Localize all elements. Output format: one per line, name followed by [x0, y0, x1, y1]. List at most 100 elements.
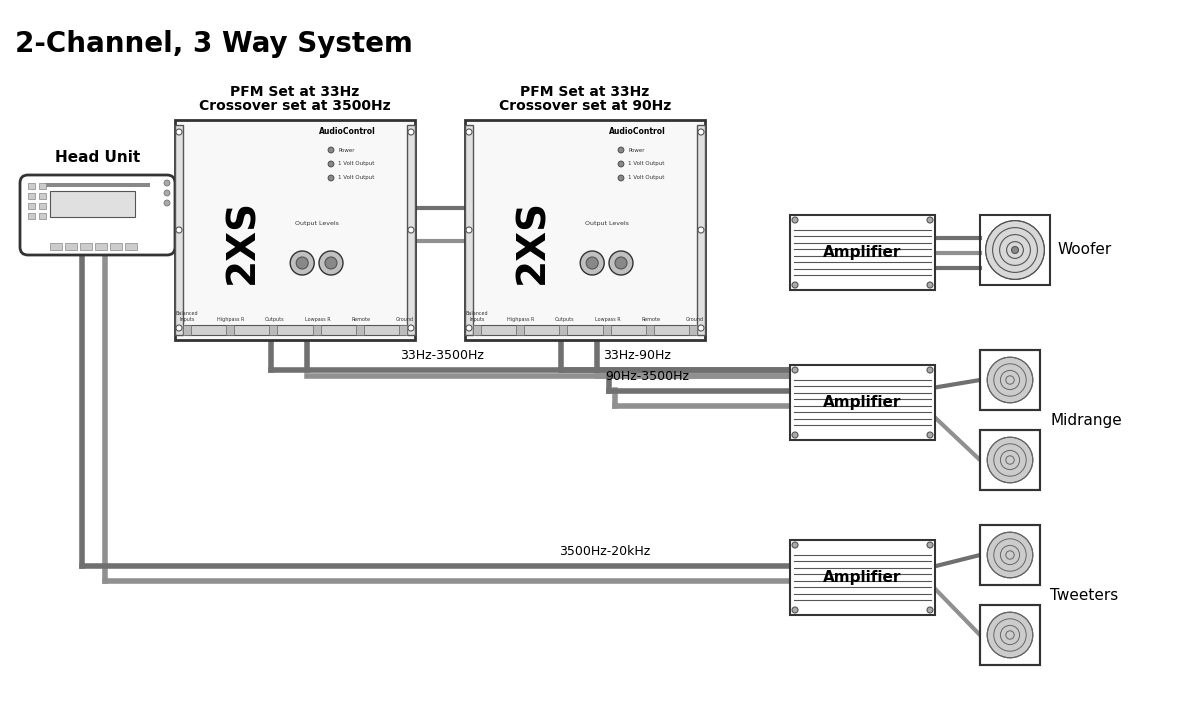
Bar — [602, 325, 611, 335]
Text: Balanced
Inputs: Balanced Inputs — [466, 311, 489, 322]
Text: Crossover set at 3500Hz: Crossover set at 3500Hz — [199, 99, 391, 113]
Circle shape — [987, 532, 1033, 578]
Circle shape — [176, 227, 181, 233]
Circle shape — [699, 325, 704, 331]
Bar — [39, 183, 46, 189]
Circle shape — [792, 217, 798, 223]
Circle shape — [792, 282, 798, 288]
Text: Outputs: Outputs — [554, 317, 574, 322]
Text: 1 Volt Output: 1 Volt Output — [629, 161, 664, 166]
Circle shape — [699, 227, 704, 233]
Text: 1 Volt Output: 1 Volt Output — [338, 161, 375, 166]
Bar — [790, 365, 935, 440]
Circle shape — [466, 129, 472, 135]
Bar — [125, 243, 138, 250]
Circle shape — [699, 129, 704, 135]
Text: Lowpass R: Lowpass R — [305, 317, 331, 322]
Text: Outputs: Outputs — [264, 317, 283, 322]
Circle shape — [466, 227, 472, 233]
Bar — [227, 325, 234, 335]
Text: Output Levels: Output Levels — [585, 221, 629, 226]
Circle shape — [329, 147, 334, 153]
Bar — [980, 525, 1040, 585]
Circle shape — [927, 542, 933, 548]
Text: 33Hz-90Hz: 33Hz-90Hz — [604, 349, 671, 362]
Text: Crossover set at 90Hz: Crossover set at 90Hz — [499, 99, 671, 113]
Circle shape — [987, 437, 1033, 483]
Text: AudioControl: AudioControl — [610, 128, 667, 137]
Circle shape — [927, 367, 933, 373]
Text: PFM Set at 33Hz: PFM Set at 33Hz — [230, 85, 359, 99]
Circle shape — [608, 251, 633, 275]
Bar — [790, 215, 935, 290]
Bar — [980, 430, 1040, 490]
Circle shape — [325, 257, 337, 269]
Bar — [39, 203, 46, 209]
Circle shape — [927, 432, 933, 438]
Circle shape — [987, 357, 1033, 403]
Circle shape — [176, 325, 181, 331]
Bar — [980, 350, 1040, 410]
Circle shape — [319, 251, 343, 275]
Circle shape — [580, 251, 604, 275]
Bar — [50, 191, 135, 217]
Text: Lowpass R: Lowpass R — [595, 317, 620, 322]
Bar — [465, 120, 704, 340]
Text: Amplifier: Amplifier — [823, 395, 901, 410]
Text: PFM Set at 33Hz: PFM Set at 33Hz — [521, 85, 650, 99]
Circle shape — [986, 221, 1045, 279]
Circle shape — [291, 251, 314, 275]
Circle shape — [618, 161, 624, 167]
Text: 1 Volt Output: 1 Volt Output — [629, 176, 664, 180]
Bar — [28, 183, 36, 189]
Bar — [28, 193, 36, 199]
Bar — [39, 193, 46, 199]
Bar — [183, 325, 191, 335]
Text: Power: Power — [629, 147, 645, 152]
Circle shape — [792, 607, 798, 613]
Circle shape — [792, 432, 798, 438]
Circle shape — [408, 325, 414, 331]
Circle shape — [927, 607, 933, 613]
Text: Balanced
Inputs: Balanced Inputs — [176, 311, 198, 322]
Circle shape — [164, 190, 170, 196]
Bar — [110, 243, 122, 250]
Circle shape — [1012, 247, 1019, 254]
Bar — [689, 325, 697, 335]
Circle shape — [927, 217, 933, 223]
Bar — [95, 243, 107, 250]
Bar — [50, 243, 62, 250]
Bar — [697, 125, 704, 335]
Text: Head Unit: Head Unit — [55, 150, 140, 165]
Text: 2XS: 2XS — [223, 198, 261, 283]
Bar — [45, 183, 149, 187]
Text: Remote: Remote — [352, 317, 371, 322]
Circle shape — [408, 129, 414, 135]
Text: Amplifier: Amplifier — [823, 245, 901, 260]
Circle shape — [586, 257, 598, 269]
Bar — [980, 605, 1040, 665]
Circle shape — [329, 175, 334, 181]
Text: 1 Volt Output: 1 Volt Output — [338, 176, 375, 180]
Text: Tweeters: Tweeters — [1050, 587, 1118, 603]
Circle shape — [164, 200, 170, 206]
Text: Power: Power — [338, 147, 355, 152]
Bar — [185, 325, 404, 335]
FancyBboxPatch shape — [20, 175, 176, 255]
Circle shape — [329, 161, 334, 167]
Text: Ground: Ground — [686, 317, 704, 322]
Circle shape — [466, 325, 472, 331]
Bar — [646, 325, 653, 335]
Circle shape — [408, 227, 414, 233]
Circle shape — [792, 542, 798, 548]
Bar — [790, 540, 935, 615]
Bar — [516, 325, 524, 335]
Bar — [476, 325, 695, 335]
Circle shape — [987, 612, 1033, 658]
Text: Output Levels: Output Levels — [294, 221, 338, 226]
Bar — [398, 325, 407, 335]
Bar — [176, 120, 415, 340]
Bar — [28, 213, 36, 219]
Text: Ground: Ground — [396, 317, 414, 322]
Circle shape — [618, 147, 624, 153]
